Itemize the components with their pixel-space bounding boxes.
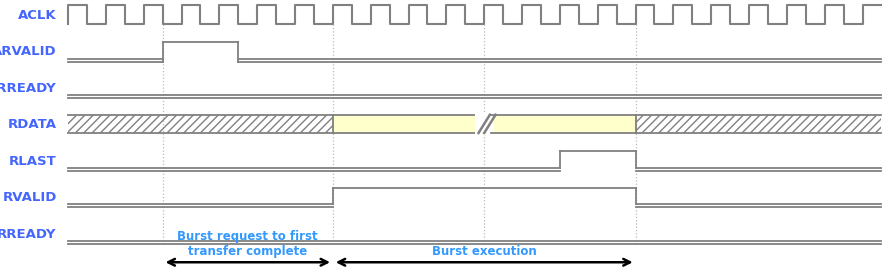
Text: RDATA: RDATA <box>8 118 57 131</box>
Text: RVALID: RVALID <box>3 191 57 204</box>
Text: Burst execution: Burst execution <box>432 245 537 258</box>
Text: ARVALID: ARVALID <box>0 45 57 58</box>
Text: RREADY: RREADY <box>0 227 57 241</box>
Text: Burst request to first
transfer complete: Burst request to first transfer complete <box>178 230 318 258</box>
Text: ACLK: ACLK <box>18 9 57 22</box>
Text: RLAST: RLAST <box>9 155 57 168</box>
Text: ARREADY: ARREADY <box>0 82 57 95</box>
